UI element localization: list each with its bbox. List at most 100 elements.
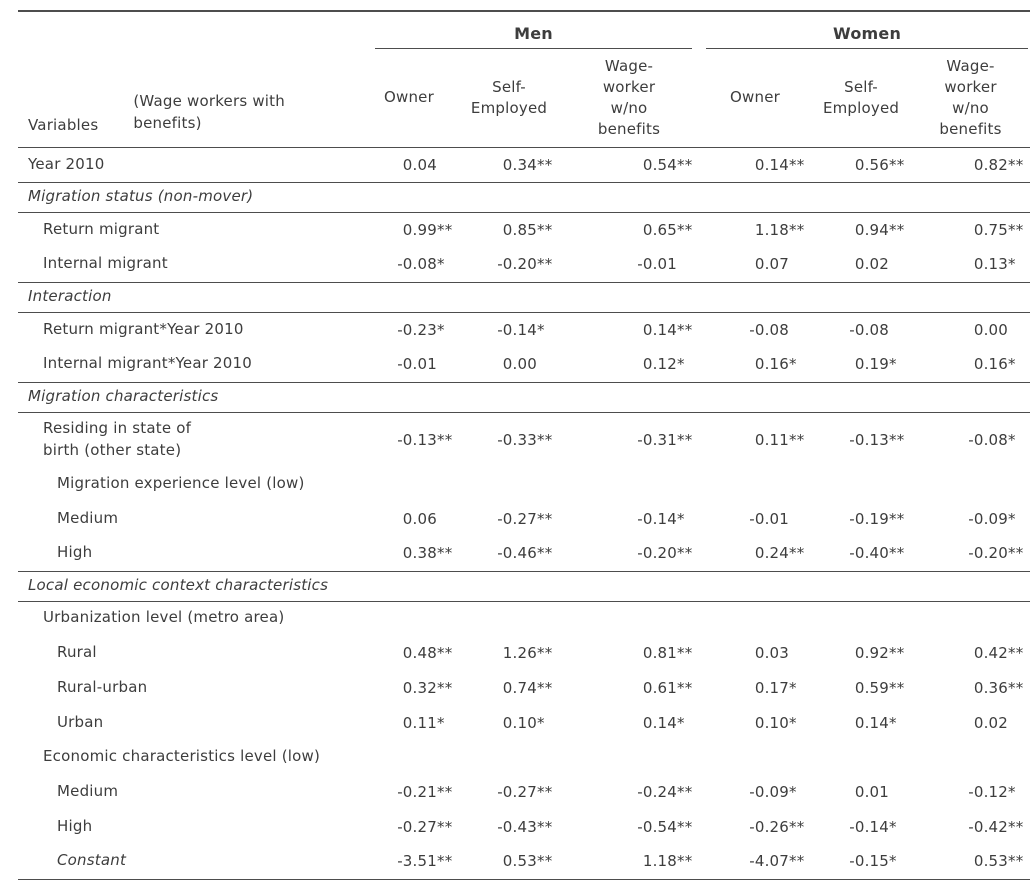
value-cell: 0.02 [911,705,1030,740]
coefficient-value: 0.00 [502,355,537,374]
coefficient-value: 0.14 [754,155,790,174]
section-row: Interaction [18,281,1031,313]
significance-stars: * [889,817,897,836]
significance-stars: ** [537,817,553,836]
value-cell: 0.92** [811,635,911,670]
coefficient-value: 0.92 [854,643,890,662]
row-label: Economic characteristics level (low) [43,747,321,766]
value-cell: 0.02 [811,247,912,283]
value-cell: -0.15* [811,844,912,880]
coefficient-value: 0.06 [402,509,437,528]
value-cell: 0.38** [359,536,459,572]
value-cell: -0.01 [359,347,459,383]
coefficient-value: 0.38 [402,544,437,563]
table-row: High 0.38** -0.46** -0.20** 0.24** -0.40** -0.… [18,536,1031,572]
significance-stars: ** [677,320,693,339]
value-cell: -0.31** [559,412,699,467]
value-cell: 0.82** [911,147,1031,183]
column-header-women-0: Owner [699,49,811,147]
value-cell: -0.20** [459,247,559,283]
value-cell: -0.08* [911,412,1030,467]
significance-stars: ** [1008,643,1024,662]
significance-stars: ** [677,220,693,239]
row-label: Medium [57,508,119,527]
value-cell: -0.08 [699,312,811,347]
row-label: Rural-urban [57,677,148,696]
significance-stars: ** [677,678,693,697]
value-cell: 0.10* [699,705,811,740]
value-cell: 1.18** [699,212,811,247]
table-body: Year 2010 0.04 0.34** 0.54** 0.14** 0.56** 0.8… [18,147,1031,880]
significance-stars: * [789,355,797,374]
coefficient-value: 0.02 [854,255,890,274]
significance-stars: * [677,713,685,732]
regression-results-table: Men Women Variables (Wage workers with b… [18,10,1031,880]
coefficient-value: 0.85 [502,220,537,239]
coefficient-value: -3.51 [397,852,437,871]
section-row: Migration status (non-mover) [18,181,1031,213]
coefficient-value: -0.33 [497,430,537,449]
significance-stars: * [677,509,685,528]
coefficient-value: 0.34 [502,155,537,174]
significance-stars: ** [889,643,905,662]
women-group-label: Women [706,24,1029,49]
significance-stars: * [677,355,685,374]
significance-stars: ** [789,220,805,239]
coefficient-value: 0.16 [754,355,790,374]
value-cell: -0.27** [459,774,559,809]
coefficient-value: 0.04 [402,155,437,174]
table-row: Return migrant 0.99** 0.85** 0.65** 1.18** 0.… [18,212,1030,247]
value-cell: 0.03 [699,635,811,670]
significance-stars: ** [537,430,553,449]
coefficient-value: 0.02 [973,713,1009,732]
significance-stars: ** [677,430,693,449]
row-label: Urbanization level (metro area) [43,608,285,627]
value-cell: -4.07** [699,844,812,880]
coefficient-value: 0.13 [973,255,1009,274]
significance-stars: ** [889,430,905,449]
coefficient-value: -0.20 [968,544,1009,563]
value-cell: -0.21** [359,774,459,809]
coefficient-value: 0.74 [502,678,537,697]
coefficient-value: -0.09 [968,509,1009,528]
coefficient-value: 0.00 [973,320,1009,339]
significance-stars: ** [1008,220,1024,239]
table-row: Medium -0.21** -0.27** -0.24** -0.09* 0.01 -0.… [18,774,1030,809]
significance-stars: ** [537,852,553,871]
value-cell: 0.16* [699,347,812,383]
column-header-label: Wage-worker w/no benefits [597,56,661,138]
coefficient-value: -0.31 [637,430,678,449]
significance-stars: ** [537,509,553,528]
value-cell: 0.56** [811,147,912,183]
column-header-label: Owner [730,88,781,107]
value-cell: -0.12* [911,774,1030,809]
value-cell: -0.01 [699,501,811,536]
row-label: Internal migrant [18,247,359,283]
coefficient-value: -0.14 [849,817,890,836]
coefficient-value: -0.40 [849,544,890,563]
significance-stars: ** [889,678,905,697]
significance-stars: ** [437,678,453,697]
table-row: Rural-urban 0.32** 0.74** 0.61** 0.17* 0.59**… [18,670,1030,705]
significance-stars: * [889,852,897,871]
significance-stars: ** [437,430,453,449]
coefficient-value: -0.20 [497,255,537,274]
coefficient-value: 0.94 [854,220,890,239]
value-cell: 0.99** [359,212,459,247]
significance-stars: ** [537,255,553,274]
value-cell: 0.81** [559,635,699,670]
significance-stars: ** [789,155,805,174]
value-cell: 0.36** [911,670,1030,705]
men-group-label: Men [375,24,693,49]
value-cell: -0.43** [459,809,559,844]
value-cell: 0.10* [459,705,559,740]
coefficient-value: -0.01 [637,255,678,274]
row-label: High [18,536,359,572]
coefficient-value: 0.11 [402,713,437,732]
value-cell: 0.01 [811,774,911,809]
significance-stars: * [889,713,897,732]
significance-stars: ** [1008,544,1024,563]
coefficient-value: -0.12 [968,782,1009,801]
significance-stars: ** [537,678,553,697]
coefficient-value: -0.01 [749,509,790,528]
